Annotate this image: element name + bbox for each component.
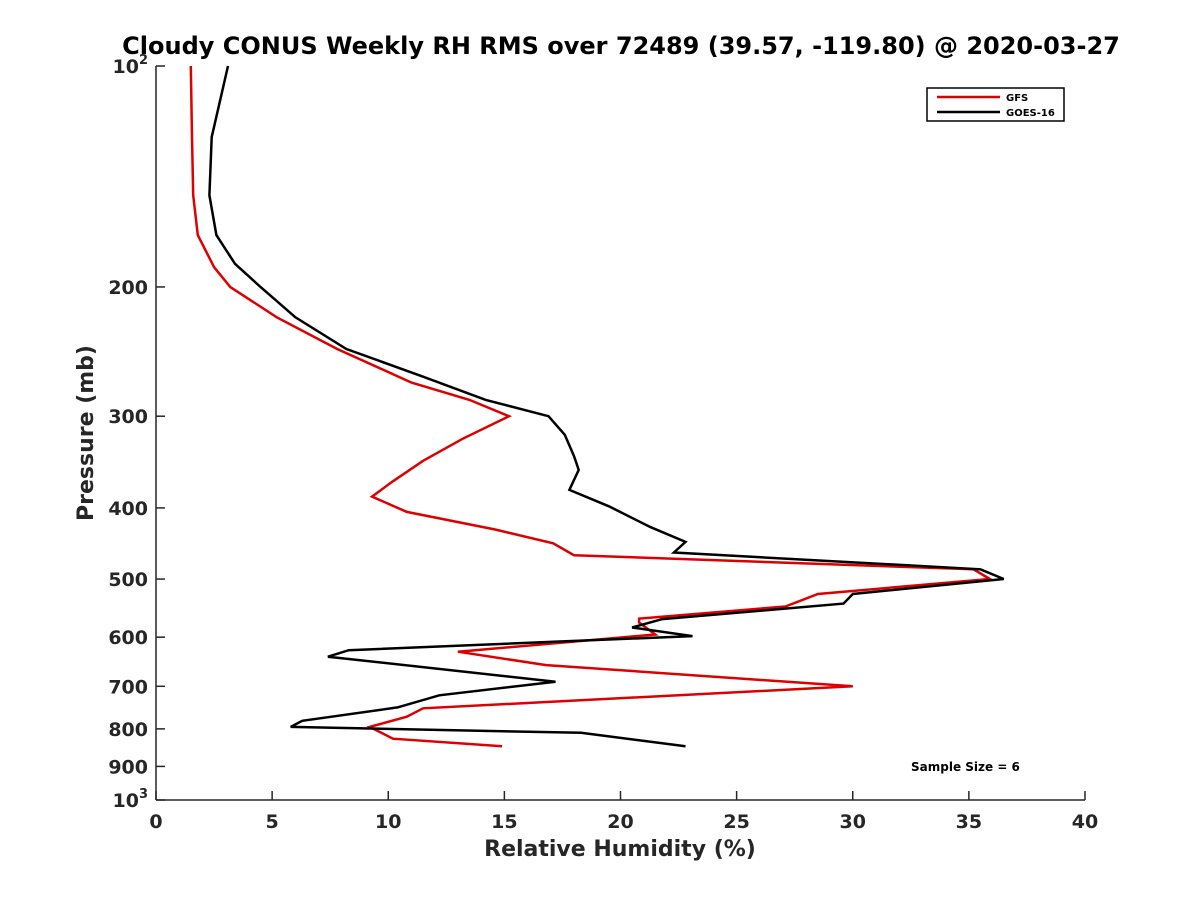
x-axis-label: Relative Humidity (%) [484,837,756,862]
legend: GFS GOES-16 [926,87,1065,122]
series-line-goes16 [208,65,1005,748]
x-tick-label: 10 [375,811,401,833]
x-tick-label: 30 [840,811,866,833]
plot-area [189,65,1005,748]
legend-label-goes16: GOES-16 [1006,108,1055,119]
x-tick-label: 40 [1072,811,1098,833]
y-tick-label: 102 [113,53,149,78]
legend-box [926,87,1065,122]
y-ticks: 102 200 300 400 500 600 700 800 900 103 [108,53,165,812]
y-tick-label: 500 [108,569,148,591]
x-ticks: 0 5 10 15 20 25 30 35 40 [149,791,1098,833]
y-tick-label: 800 [108,719,148,741]
chart-title: Cloudy CONUS Weekly RH RMS over 72489 (3… [122,32,1120,60]
legend-label-gfs: GFS [1006,93,1028,104]
axes [155,66,1085,801]
x-tick-label: 20 [607,811,633,833]
y-tick-label: 300 [108,406,148,428]
y-axis-label: Pressure (mb) [74,345,99,521]
x-tick-label: 0 [149,811,162,833]
y-tick-label: 200 [108,277,148,299]
x-tick-label: 15 [491,811,517,833]
y-tick-label: 400 [108,498,148,520]
y-tick-label: 103 [113,787,149,812]
y-tick-label: 900 [108,756,148,778]
series-line-gfs [189,65,994,748]
x-tick-label: 25 [723,811,749,833]
sample-size-annotation: Sample Size = 6 [911,760,1020,774]
y-tick-label: 600 [108,627,148,649]
x-tick-label: 5 [266,811,279,833]
x-tick-label: 35 [956,811,982,833]
y-tick-label: 700 [108,676,148,698]
